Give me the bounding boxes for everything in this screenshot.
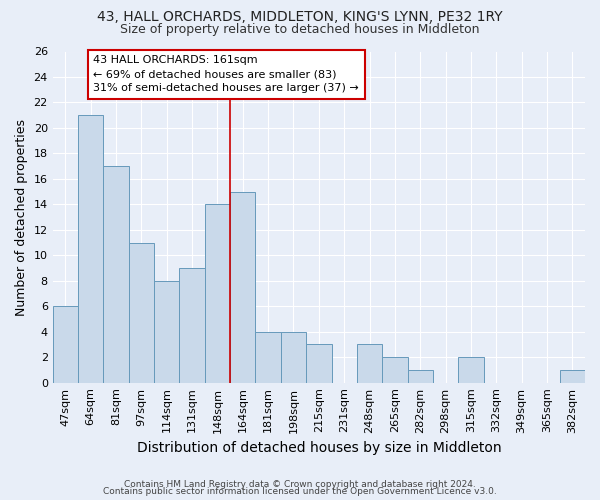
Bar: [306, 344, 332, 383]
Bar: [407, 370, 433, 382]
Bar: [179, 268, 205, 382]
Bar: [154, 281, 179, 382]
Text: Size of property relative to detached houses in Middleton: Size of property relative to detached ho…: [120, 22, 480, 36]
Bar: [256, 332, 281, 382]
Text: Contains HM Land Registry data © Crown copyright and database right 2024.: Contains HM Land Registry data © Crown c…: [124, 480, 476, 489]
Text: 43 HALL ORCHARDS: 161sqm
← 69% of detached houses are smaller (83)
31% of semi-d: 43 HALL ORCHARDS: 161sqm ← 69% of detach…: [93, 56, 359, 94]
X-axis label: Distribution of detached houses by size in Middleton: Distribution of detached houses by size …: [137, 441, 501, 455]
Bar: [103, 166, 129, 382]
Bar: [230, 192, 256, 382]
Bar: [53, 306, 78, 382]
Bar: [129, 242, 154, 382]
Bar: [382, 357, 407, 382]
Bar: [281, 332, 306, 382]
Y-axis label: Number of detached properties: Number of detached properties: [15, 118, 28, 316]
Text: Contains public sector information licensed under the Open Government Licence v3: Contains public sector information licen…: [103, 487, 497, 496]
Bar: [78, 115, 103, 382]
Bar: [458, 357, 484, 382]
Text: 43, HALL ORCHARDS, MIDDLETON, KING'S LYNN, PE32 1RY: 43, HALL ORCHARDS, MIDDLETON, KING'S LYN…: [97, 10, 503, 24]
Bar: [205, 204, 230, 382]
Bar: [560, 370, 585, 382]
Bar: [357, 344, 382, 383]
